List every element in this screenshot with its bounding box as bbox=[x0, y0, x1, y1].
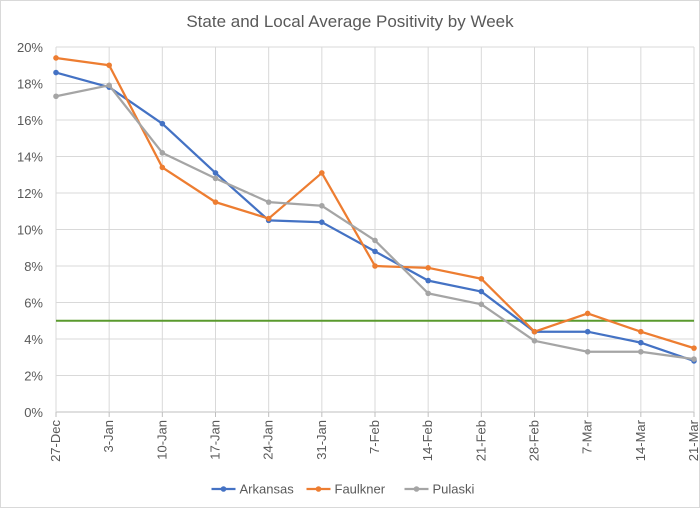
legend-item-pulaski: Pulaski bbox=[404, 482, 475, 497]
x-tick-label: 7-Feb bbox=[367, 420, 382, 454]
data-point-faulkner bbox=[425, 265, 431, 271]
x-tick-label: 17-Jan bbox=[208, 420, 223, 460]
data-point-arkansas bbox=[212, 170, 219, 176]
y-tick-label: 10% bbox=[17, 223, 43, 238]
data-point-pulaski bbox=[106, 82, 112, 89]
data-point-arkansas bbox=[159, 120, 166, 127]
x-tick-label: 3-Jan bbox=[101, 420, 116, 453]
data-point-pulaski bbox=[425, 290, 431, 297]
chart-title: State and Local Average Positivity by We… bbox=[186, 12, 514, 31]
data-point-arkansas bbox=[584, 328, 591, 335]
legend-label: Pulaski bbox=[433, 482, 475, 497]
data-point-arkansas bbox=[478, 288, 485, 295]
gridlines bbox=[55, 46, 695, 413]
series-pulaski bbox=[53, 82, 697, 362]
x-tick-label: 10-Jan bbox=[154, 420, 169, 460]
x-tick-label: 14-Mar bbox=[633, 419, 648, 461]
x-tick-label: 27-Dec bbox=[48, 420, 63, 462]
data-point-pulaski bbox=[531, 338, 538, 344]
data-point-faulkner bbox=[53, 55, 59, 61]
data-point-arkansas bbox=[319, 219, 325, 225]
data-point-pulaski bbox=[478, 301, 485, 308]
y-tick-label: 16% bbox=[17, 113, 43, 128]
data-point-faulkner bbox=[265, 215, 272, 222]
x-tick-label: 21-Mar bbox=[686, 419, 699, 461]
series-faulkner bbox=[53, 55, 697, 351]
x-tick-label: 31-Jan bbox=[314, 420, 329, 460]
data-point-arkansas bbox=[53, 69, 59, 76]
y-tick-label: 18% bbox=[17, 77, 43, 92]
x-axis: 27-Dec 3-Jan 10-Jan 17-Jan 24-Jan 31-Jan 7-Feb… bbox=[48, 412, 699, 462]
data-point-pulaski bbox=[584, 348, 591, 355]
legend-swatch-marker bbox=[220, 486, 227, 492]
legend-item-faulkner: Faulkner bbox=[306, 482, 386, 497]
data-point-faulkner bbox=[478, 275, 485, 282]
x-tick-label: 7-Mar bbox=[580, 419, 595, 454]
data-point-faulkner bbox=[638, 328, 644, 335]
data-point-faulkner bbox=[106, 62, 112, 69]
series-group bbox=[53, 55, 697, 364]
x-tick-label: 28-Feb bbox=[527, 420, 542, 461]
data-point-pulaski bbox=[265, 199, 272, 205]
data-point-pulaski bbox=[212, 175, 219, 182]
legend-swatch-marker bbox=[413, 486, 420, 492]
data-point-faulkner bbox=[159, 164, 166, 171]
data-point-pulaski bbox=[691, 356, 697, 362]
data-point-faulkner bbox=[584, 310, 591, 317]
y-tick-label: 4% bbox=[24, 332, 43, 347]
legend-label: Faulkner bbox=[335, 482, 386, 497]
legend-swatch-marker bbox=[315, 486, 322, 492]
data-point-pulaski bbox=[53, 93, 59, 100]
data-point-arkansas bbox=[638, 339, 644, 346]
y-tick-label: 20% bbox=[17, 40, 43, 55]
data-point-pulaski bbox=[638, 348, 644, 355]
legend: Arkansas Faulkner Pulaski bbox=[211, 482, 475, 497]
legend-item-arkansas: Arkansas bbox=[211, 482, 295, 497]
data-point-pulaski bbox=[372, 237, 378, 244]
data-point-faulkner bbox=[531, 328, 538, 335]
data-point-faulkner bbox=[372, 263, 378, 269]
data-point-faulkner bbox=[319, 170, 325, 176]
data-point-pulaski bbox=[159, 150, 166, 156]
y-tick-label: 14% bbox=[17, 150, 43, 165]
x-tick-label: 24-Jan bbox=[261, 420, 276, 460]
data-point-faulkner bbox=[691, 345, 697, 351]
data-point-faulkner bbox=[212, 199, 219, 205]
y-tick-label: 0% bbox=[24, 405, 43, 420]
legend-label: Arkansas bbox=[240, 482, 295, 497]
data-point-arkansas bbox=[372, 248, 378, 255]
y-tick-label: 8% bbox=[24, 259, 43, 274]
y-tick-label: 2% bbox=[24, 369, 43, 384]
x-tick-label: 14-Feb bbox=[420, 420, 435, 461]
data-point-pulaski bbox=[319, 202, 325, 209]
y-tick-label: 6% bbox=[24, 296, 43, 311]
x-tick-label: 21-Feb bbox=[473, 420, 488, 461]
data-point-arkansas bbox=[425, 277, 431, 284]
y-tick-label: 12% bbox=[17, 186, 43, 201]
y-axis: 0% 2% 4% 6% 8% 10% 12% 14% 16% 18% 20% bbox=[17, 40, 43, 420]
